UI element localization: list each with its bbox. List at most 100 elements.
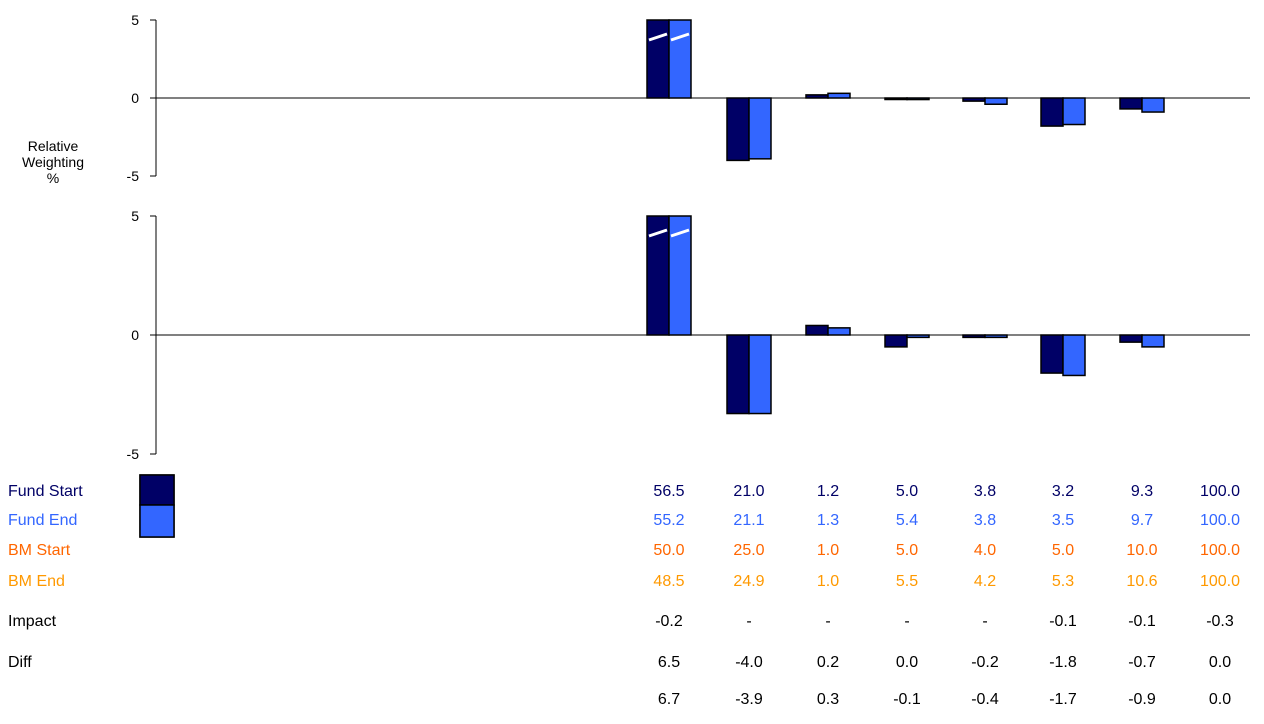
table-cell: 1.3 bbox=[817, 512, 839, 529]
table-row: BM Start 50.0 25.0 1.0 5.0 4.0 5.0 10.0 100.0 bbox=[8, 542, 1240, 559]
table-cell: 0.0 bbox=[1209, 691, 1231, 708]
bar bbox=[1040, 97, 1064, 127]
bar bbox=[962, 97, 986, 102]
table-cell: 9.3 bbox=[1131, 483, 1153, 500]
table-row-label: Diff bbox=[8, 654, 32, 671]
table-cell: -0.2 bbox=[971, 654, 999, 671]
table-cell: 10.0 bbox=[1126, 542, 1157, 559]
table-cell: -1.8 bbox=[1049, 654, 1077, 671]
table-cell: 25.0 bbox=[733, 542, 764, 559]
table-cell: 1.2 bbox=[817, 483, 839, 500]
bar bbox=[748, 334, 772, 415]
panel-1: 5 0 -5 bbox=[127, 12, 1250, 184]
table-cell: 21.1 bbox=[733, 512, 764, 529]
table-cell: 3.8 bbox=[974, 483, 996, 500]
table-cell: 6.7 bbox=[658, 691, 680, 708]
table-row: 6.7 -3.9 0.3 -0.1 -0.4 -1.7 -0.9 0.0 bbox=[658, 691, 1231, 708]
table-cell: -0.9 bbox=[1128, 691, 1156, 708]
bar bbox=[805, 324, 829, 336]
bar bbox=[668, 215, 692, 336]
y-tick-label: -5 bbox=[127, 446, 140, 462]
table-cell: -0.2 bbox=[655, 613, 683, 630]
table-cell: 5.5 bbox=[896, 573, 918, 590]
bar bbox=[984, 334, 1008, 339]
table-cell: - bbox=[825, 613, 830, 630]
bar bbox=[1141, 334, 1165, 348]
bar bbox=[827, 327, 851, 336]
table-row-label: Fund Start bbox=[8, 483, 83, 500]
table-row: BM End 48.5 24.9 1.0 5.5 4.2 5.3 10.6 100.0 bbox=[8, 573, 1240, 590]
table-cell: 5.0 bbox=[896, 483, 918, 500]
table-cell: 100.0 bbox=[1200, 483, 1240, 500]
bar bbox=[726, 334, 750, 415]
y-tick-label: 0 bbox=[131, 327, 139, 343]
table-cell: 4.0 bbox=[974, 542, 996, 559]
bar bbox=[1119, 334, 1143, 343]
bar bbox=[1062, 97, 1086, 126]
table-cell: 4.2 bbox=[974, 573, 996, 590]
table-cell: - bbox=[904, 613, 909, 630]
y-tick-label: 5 bbox=[131, 208, 139, 224]
table-cell: 0.0 bbox=[1209, 654, 1231, 671]
table-cell: 6.5 bbox=[658, 654, 680, 671]
table-cell: 0.0 bbox=[896, 654, 918, 671]
table-row: Impact -0.2 - - - - -0.1 -0.1 -0.3 bbox=[8, 613, 1234, 630]
table-cell: - bbox=[746, 613, 751, 630]
bar bbox=[906, 97, 930, 101]
table-cell: 9.7 bbox=[1131, 512, 1153, 529]
chart-panels: 5 0 -5 5 0 -5 bbox=[127, 12, 1250, 462]
y-tick-label: -5 bbox=[127, 168, 140, 184]
table-cell: 50.0 bbox=[653, 542, 684, 559]
table-cell: 0.2 bbox=[817, 654, 839, 671]
table-row-label: Impact bbox=[8, 613, 57, 630]
table-cell: -0.4 bbox=[971, 691, 999, 708]
bar bbox=[962, 334, 986, 339]
axis-break-mark bbox=[648, 32, 668, 42]
table-cell: -0.1 bbox=[1128, 613, 1156, 630]
y-axis-label-line: Relative bbox=[28, 138, 79, 154]
bar bbox=[884, 334, 908, 348]
y-tick-label: 0 bbox=[131, 90, 139, 106]
bar bbox=[646, 19, 670, 99]
table-cell: -0.1 bbox=[1049, 613, 1077, 630]
table-cell: 100.0 bbox=[1200, 512, 1240, 529]
table-cell: 5.4 bbox=[896, 512, 918, 529]
axis-break-mark bbox=[670, 32, 690, 42]
bar bbox=[984, 97, 1008, 105]
table-cell: 1.0 bbox=[817, 573, 839, 590]
table-row: Fund Start 56.5 21.0 1.2 5.0 3.8 3.2 9.3 100.0 bbox=[8, 483, 1240, 500]
data-table: Fund Start 56.5 21.0 1.2 5.0 3.8 3.2 9.3 100.0Fu… bbox=[8, 483, 1240, 708]
table-cell: 48.5 bbox=[653, 573, 684, 590]
bar bbox=[726, 97, 750, 162]
table-cell: 3.8 bbox=[974, 512, 996, 529]
legend-swatch-fund-start bbox=[139, 474, 175, 506]
y-axis-label-line: % bbox=[47, 170, 59, 186]
bar bbox=[1062, 334, 1086, 377]
table-row-label: Fund End bbox=[8, 512, 77, 529]
table-cell: 5.0 bbox=[1052, 542, 1074, 559]
table-row: Diff 6.5 -4.0 0.2 0.0 -0.2 -1.8 -0.7 0.0 bbox=[8, 654, 1231, 671]
table-cell: 3.2 bbox=[1052, 483, 1074, 500]
table-cell: 1.0 bbox=[817, 542, 839, 559]
bar bbox=[1119, 97, 1143, 110]
y-tick-label: 5 bbox=[131, 12, 139, 28]
table-cell: 24.9 bbox=[733, 573, 764, 590]
table-cell: - bbox=[982, 613, 987, 630]
bar bbox=[827, 92, 851, 99]
bar bbox=[748, 97, 772, 160]
bar bbox=[1141, 97, 1165, 113]
bar bbox=[884, 97, 908, 101]
table-cell: 10.6 bbox=[1126, 573, 1157, 590]
table-cell: 100.0 bbox=[1200, 573, 1240, 590]
legend-swatch-fund-end bbox=[139, 504, 175, 538]
table-cell: -0.1 bbox=[893, 691, 921, 708]
table-cell: 100.0 bbox=[1200, 542, 1240, 559]
table-row-label: BM End bbox=[8, 573, 65, 590]
table-cell: -1.7 bbox=[1049, 691, 1077, 708]
panel-2: 5 0 -5 bbox=[127, 208, 1250, 462]
table-cell: -0.7 bbox=[1128, 654, 1156, 671]
table-cell: 5.3 bbox=[1052, 573, 1074, 590]
table-cell: 56.5 bbox=[653, 483, 684, 500]
